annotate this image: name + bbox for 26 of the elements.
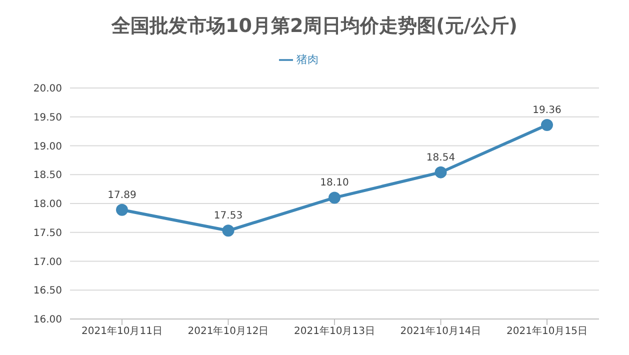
point bbox=[434, 166, 447, 178]
y-tick-label: 19.50 bbox=[33, 112, 62, 124]
y-tick-label: 17.50 bbox=[33, 228, 62, 239]
x-tick-label: 2021年10月12日 bbox=[188, 325, 269, 338]
x-tick-label: 2021年10月14日 bbox=[400, 325, 482, 338]
text: 18.10 bbox=[320, 178, 349, 189]
y-tick-label: 18.50 bbox=[33, 170, 62, 182]
legend-label: 猪肉 bbox=[296, 53, 318, 66]
y-tick-label: 19.00 bbox=[33, 141, 62, 152]
text: 19.36 bbox=[532, 104, 562, 116]
x-tick-label: 2021年10月15日 bbox=[506, 325, 588, 338]
y-tick-label: 18.00 bbox=[33, 199, 62, 210]
text: 17.53 bbox=[214, 210, 243, 222]
text: 18.54 bbox=[426, 152, 456, 164]
x-tick-label: 2021年10月11日 bbox=[82, 325, 162, 338]
y-tick-label: 17.00 bbox=[33, 256, 62, 268]
y-tick-label: 16.00 bbox=[33, 314, 62, 326]
y-tick-label: 20.00 bbox=[33, 84, 62, 95]
point bbox=[222, 224, 234, 237]
x-tick-label: 2021年10月13日 bbox=[294, 325, 375, 338]
point bbox=[328, 192, 340, 204]
y-tick-label: 16.50 bbox=[33, 286, 62, 297]
chart-title: 全国批发市场10月第2周日均价走势图(元/公斤) bbox=[110, 14, 518, 39]
point bbox=[541, 118, 553, 131]
text: 17.89 bbox=[108, 190, 136, 201]
point bbox=[116, 204, 128, 216]
